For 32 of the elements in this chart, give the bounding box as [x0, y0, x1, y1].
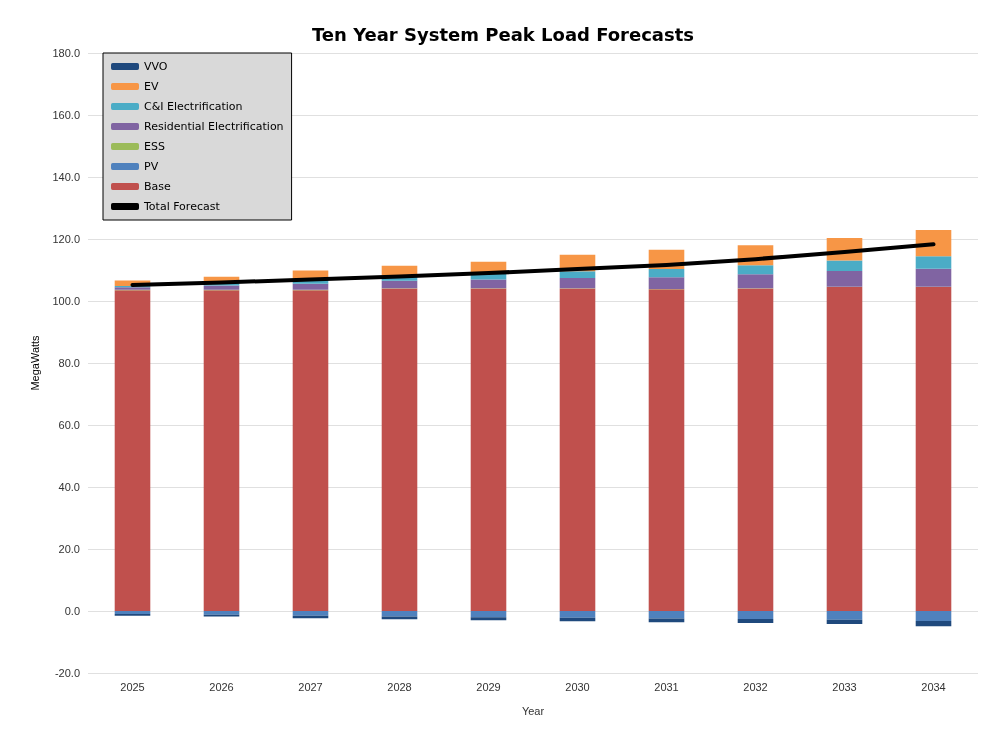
- x-tick-label: 2031: [654, 680, 679, 693]
- x-tick-label: 2030: [565, 680, 590, 693]
- y-tick-label: 140.0: [52, 171, 80, 183]
- y-axis-title: MegaWatts: [28, 334, 41, 391]
- y-tick-label: 80.0: [58, 357, 80, 369]
- y-tick-label: 60.0: [58, 419, 80, 431]
- x-tick-label: 2032: [743, 680, 768, 693]
- y-tick-label: 20.0: [58, 543, 80, 555]
- legend-label: VVO: [144, 60, 168, 73]
- y-tick-label: 180.0: [52, 47, 80, 59]
- x-tick-label: 2033: [832, 680, 857, 693]
- y-tick-label: 100.0: [52, 295, 80, 307]
- x-tick-label: 2029: [476, 680, 501, 693]
- y-tick-label: 120.0: [52, 233, 80, 245]
- y-tick-label: 40.0: [58, 481, 80, 493]
- x-axis-title: Year: [521, 704, 545, 717]
- y-tick-label: 0.0: [64, 605, 80, 617]
- legend-label: Base: [144, 180, 172, 193]
- legend-label: PV: [144, 160, 159, 173]
- x-tick-label: 2027: [298, 680, 323, 693]
- y-tick-label: -20.0: [54, 667, 80, 679]
- chart-title: Ten Year System Peak Load Forecasts: [311, 23, 695, 45]
- x-tick-label: 2028: [387, 680, 412, 693]
- legend-label: EV: [144, 80, 159, 93]
- legend-label: C&I Electrification: [144, 100, 243, 113]
- legend-label: Total Forecast: [143, 200, 221, 213]
- y-tick-label: 160.0: [52, 109, 80, 121]
- x-tick-label: 2034: [921, 680, 946, 693]
- legend-label: ESS: [144, 140, 165, 153]
- x-tick-label: 2025: [120, 680, 145, 693]
- legend-label: Residential Electrification: [144, 120, 284, 133]
- x-tick-label: 2026: [209, 680, 234, 693]
